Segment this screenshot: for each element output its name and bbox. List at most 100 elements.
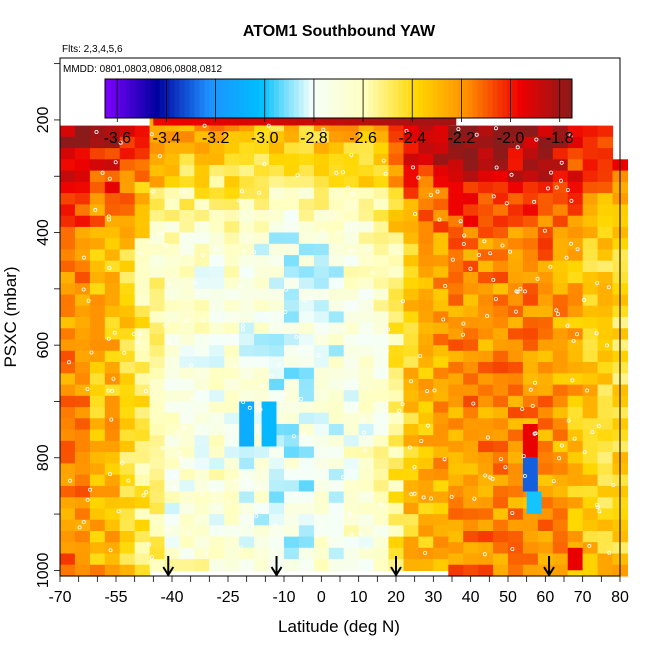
heat-cell [433,424,449,436]
heat-cell [388,412,404,425]
heat-cell [418,457,434,470]
heat-cell [508,440,524,453]
heat-cell [269,412,285,425]
heat-cell [194,378,210,391]
sample-point [86,298,91,303]
sample-point [81,287,86,292]
heat-cell [388,300,404,312]
heat-cell [209,198,225,211]
heat-cell [239,198,255,211]
heat-cell [74,159,91,172]
heat-cell [508,542,524,555]
colorbar-segment [239,79,245,118]
heat-cell [194,142,210,155]
heat-cell [254,187,270,200]
heat-cell [463,170,479,183]
heat-cell [328,333,345,346]
colorbar-segment [432,79,439,118]
heat-cell [60,283,76,296]
heat-cell [493,305,509,318]
heat-cell [358,165,375,177]
heat-cell [313,243,330,256]
heat-cell [478,519,494,532]
heat-cell [552,542,569,555]
heat-cell [537,474,554,487]
heat-cell [373,198,390,211]
heat-cell [522,272,539,284]
heat-cell [522,362,539,374]
heat-cell [478,328,494,341]
heat-cell [537,260,554,273]
heat-cell [552,474,569,487]
heat-cell [60,226,76,239]
heat-cell [358,356,375,369]
heat-cell [239,288,255,301]
sample-point [575,332,580,337]
heat-cell [74,452,91,464]
heat-cell [343,491,360,504]
heat-cell [328,288,345,301]
sample-point [585,388,590,393]
sample-point [350,191,355,196]
heat-cell [298,469,315,481]
heat-cell [448,531,464,543]
heat-cell [239,210,255,222]
heat-cell [254,119,270,132]
heat-cell [134,542,151,555]
heat-cell [537,170,554,183]
heat-cell [403,536,419,549]
heat-cell [254,559,270,571]
heat-cell [164,165,180,177]
heat-cell [224,356,240,369]
heat-cell [358,300,375,312]
heat-cell [373,165,390,177]
heat-cell [478,204,494,217]
sample-point [503,465,508,470]
heat-cell [552,508,569,521]
heat-cell [194,446,210,459]
sample-point [409,492,414,497]
heat-cell [328,322,345,335]
sample-point [316,353,321,358]
sample-point [400,402,405,407]
heat-cell [239,176,255,189]
sample-point [564,255,569,260]
colorbar-segment [427,79,434,118]
heat-cell [89,181,106,194]
heat-cell [567,238,584,251]
heat-cell [313,153,330,166]
heat-cell [89,407,106,419]
heat-cell [358,491,375,504]
heat-cell [552,136,569,149]
sample-point [607,550,612,555]
heat-cell [119,407,136,419]
heat-cell [582,136,599,149]
heat-cell [239,333,255,346]
heat-cell [74,485,91,498]
sample-point [488,251,493,256]
heat-cell [239,277,255,290]
sample-point [549,170,554,175]
heat-cell [493,249,509,262]
heat-cell [298,288,315,301]
heat-cell [433,198,449,211]
heat-cell [284,525,300,538]
heat-cell [104,305,121,318]
heat-cell [60,508,76,521]
heat-cell [209,131,225,144]
heat-cell [567,564,584,577]
heat-cell [60,215,76,228]
heat-cell [209,502,225,515]
heat-cell [373,153,390,166]
colorbar-segment [333,79,339,118]
heat-cell [388,221,404,234]
heat-cell [373,266,390,279]
heat-cell [179,277,195,290]
heat-cell [388,480,404,493]
heat-cell [418,356,434,369]
heat-cell [508,519,524,532]
x-tick-label: -25 [216,589,239,606]
heat-cell [164,300,180,312]
sample-point [237,283,242,288]
heat-cell [224,119,240,132]
